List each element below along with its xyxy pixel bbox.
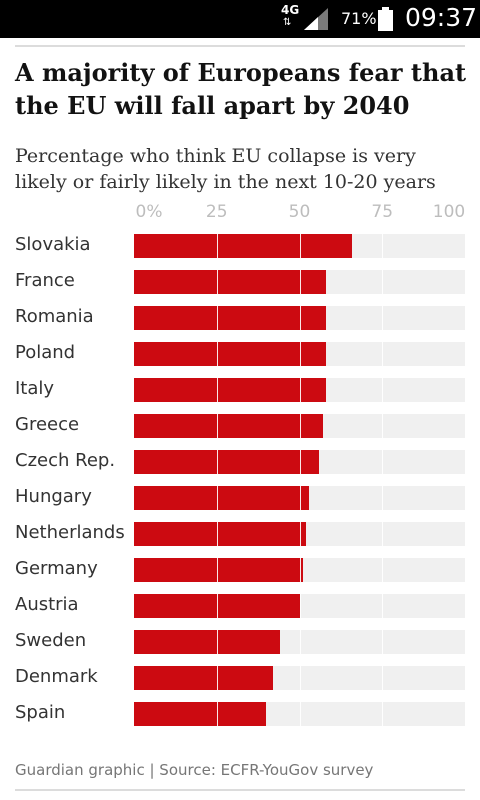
category-label: Italy: [15, 378, 55, 399]
bar: [134, 234, 353, 258]
x-tick-label: 0%: [135, 202, 163, 222]
bar: [134, 558, 303, 582]
status-bar: 4G ⇅ 71% 09:37: [0, 0, 480, 38]
source-note: Guardian graphic | Source: ECFR-YouGov s…: [15, 761, 374, 779]
category-label: Slovakia: [15, 234, 91, 255]
bar: [134, 666, 274, 690]
network-type: 4G: [281, 3, 300, 17]
x-tick-label: 75: [371, 202, 394, 222]
clock: 09:37: [405, 3, 478, 32]
gridline: [299, 226, 301, 728]
chart-subtitle: Percentage who think EU collapse is very…: [15, 145, 436, 193]
bottom-divider: [15, 789, 465, 791]
chart-title: A majority of Europeans fear that the EU…: [15, 58, 467, 120]
category-label: Sweden: [15, 630, 87, 651]
top-divider: [15, 45, 465, 47]
category-label: Greece: [15, 414, 80, 435]
bar: [134, 306, 326, 330]
category-label: France: [15, 270, 75, 291]
signal-icon: [304, 8, 328, 30]
battery-icon: [378, 7, 393, 31]
battery-percent: 71%: [341, 9, 377, 28]
bar: [134, 270, 326, 294]
gridline: [382, 226, 384, 728]
bar: [134, 630, 280, 654]
bar: [134, 450, 320, 474]
category-label: Austria: [15, 594, 79, 615]
data-transfer-icon: ⇅: [283, 17, 292, 28]
category-label: Poland: [15, 342, 76, 363]
bar: [134, 414, 323, 438]
category-label: Hungary: [15, 486, 92, 507]
category-label: Spain: [15, 702, 66, 723]
category-label: Czech Rep.: [15, 450, 116, 471]
bar: [134, 486, 310, 510]
category-label: Denmark: [15, 666, 98, 687]
x-tick-label: 100: [432, 202, 466, 222]
bar: [134, 378, 326, 402]
category-label: Netherlands: [15, 522, 125, 543]
bar: [134, 702, 267, 726]
gridline: [216, 226, 218, 728]
category-label: Germany: [15, 558, 98, 579]
bar: [134, 522, 307, 546]
category-label: Romania: [15, 306, 94, 327]
x-tick-label: 50: [288, 202, 311, 222]
x-tick-label: 25: [205, 202, 228, 222]
bar: [134, 342, 326, 366]
